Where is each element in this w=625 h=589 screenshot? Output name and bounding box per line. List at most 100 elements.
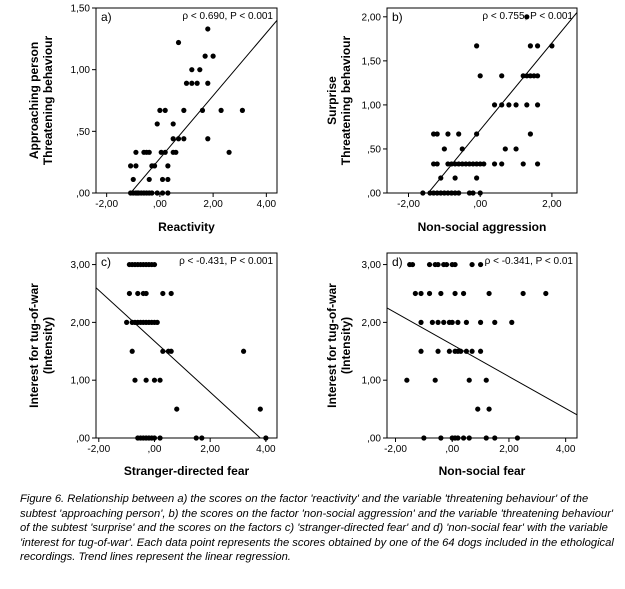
data-point bbox=[469, 261, 475, 268]
data-point bbox=[181, 107, 187, 113]
data-point bbox=[463, 161, 469, 167]
y-axis-label: (Intensity) bbox=[339, 317, 353, 374]
data-point bbox=[534, 102, 541, 108]
x-tick-label: ,00 bbox=[148, 444, 162, 455]
data-point bbox=[175, 39, 182, 46]
data-point bbox=[445, 131, 451, 137]
data-point bbox=[502, 146, 508, 152]
data-point bbox=[438, 435, 444, 441]
data-point bbox=[474, 161, 480, 167]
data-point bbox=[514, 435, 521, 441]
data-point bbox=[197, 67, 203, 73]
data-point bbox=[421, 435, 427, 441]
data-point bbox=[477, 319, 484, 325]
data-point bbox=[470, 161, 476, 167]
data-point bbox=[492, 435, 498, 441]
x-tick-label: -2,00 bbox=[95, 199, 118, 210]
y-tick-label: ,00 bbox=[367, 189, 381, 200]
data-point bbox=[432, 377, 438, 383]
data-point bbox=[162, 149, 168, 155]
data-point bbox=[534, 43, 541, 49]
data-point bbox=[460, 290, 467, 297]
data-point bbox=[409, 261, 416, 268]
data-point bbox=[174, 406, 180, 412]
x-tick-label: 4,00 bbox=[256, 444, 276, 455]
data-point bbox=[181, 136, 187, 142]
data-point bbox=[499, 73, 505, 79]
data-point bbox=[426, 261, 433, 268]
y-tick-label: 1,00 bbox=[71, 65, 91, 76]
data-point bbox=[466, 377, 472, 383]
trend-line bbox=[96, 287, 261, 438]
data-point bbox=[460, 435, 467, 441]
data-point bbox=[549, 43, 555, 49]
data-point bbox=[418, 348, 424, 354]
data-point bbox=[426, 290, 433, 297]
data-point bbox=[159, 176, 166, 183]
data-point bbox=[183, 80, 190, 86]
data-point bbox=[240, 348, 247, 354]
data-point bbox=[534, 73, 541, 79]
data-point bbox=[205, 80, 211, 86]
data-point bbox=[543, 290, 549, 297]
data-point bbox=[456, 131, 462, 137]
data-point bbox=[483, 435, 489, 441]
data-point bbox=[474, 43, 480, 49]
panel-letter: b) bbox=[392, 10, 403, 24]
data-point bbox=[520, 73, 526, 79]
x-axis-label: Reactivity bbox=[158, 220, 215, 234]
data-point bbox=[154, 319, 160, 325]
data-point bbox=[435, 319, 441, 325]
data-point bbox=[438, 290, 444, 297]
data-point bbox=[434, 131, 440, 137]
y-axis-label: Threatening behaviour bbox=[339, 35, 353, 165]
correlation-stat: ρ < 0.755, P < 0.001 bbox=[482, 11, 573, 22]
y-tick-label: 1,00 bbox=[362, 376, 382, 387]
data-point bbox=[239, 107, 245, 113]
data-point bbox=[506, 102, 512, 108]
data-point bbox=[524, 73, 530, 79]
data-point bbox=[455, 319, 461, 325]
correlation-stat: ρ < 0.690, P < 0.001 bbox=[182, 11, 273, 22]
data-point bbox=[527, 73, 533, 79]
data-point bbox=[151, 377, 158, 383]
data-point bbox=[202, 53, 208, 59]
data-point bbox=[456, 190, 462, 196]
data-point bbox=[435, 261, 441, 268]
y-tick-label: 2,00 bbox=[71, 318, 91, 329]
data-point bbox=[456, 161, 462, 167]
data-point bbox=[263, 435, 269, 441]
y-axis-label: Interest for tug-of-war bbox=[325, 283, 339, 408]
data-point bbox=[129, 348, 135, 354]
data-point bbox=[477, 190, 483, 196]
data-point bbox=[205, 136, 211, 142]
data-point bbox=[449, 319, 455, 325]
data-point bbox=[474, 175, 480, 181]
data-point bbox=[441, 319, 447, 325]
data-point bbox=[157, 107, 163, 113]
data-point bbox=[466, 190, 473, 196]
data-point bbox=[165, 163, 171, 169]
plot-frame bbox=[386, 252, 578, 439]
data-point bbox=[420, 190, 426, 196]
data-point bbox=[452, 161, 458, 167]
data-point bbox=[132, 377, 138, 383]
data-point bbox=[170, 121, 176, 127]
data-point bbox=[418, 319, 424, 325]
data-point bbox=[194, 80, 200, 86]
data-point bbox=[151, 435, 158, 441]
data-point bbox=[431, 131, 437, 137]
data-point bbox=[257, 406, 263, 412]
data-point bbox=[452, 290, 458, 297]
data-point bbox=[534, 161, 541, 167]
x-tick-label: -2,00 bbox=[397, 199, 420, 210]
data-point bbox=[157, 377, 163, 383]
data-point bbox=[404, 377, 410, 383]
x-tick-label: 2,00 bbox=[499, 444, 519, 455]
data-point bbox=[434, 190, 440, 196]
x-tick-label: ,00 bbox=[473, 199, 487, 210]
data-point bbox=[470, 190, 476, 196]
data-point bbox=[477, 161, 483, 167]
data-point bbox=[165, 176, 171, 183]
data-point bbox=[455, 435, 461, 441]
